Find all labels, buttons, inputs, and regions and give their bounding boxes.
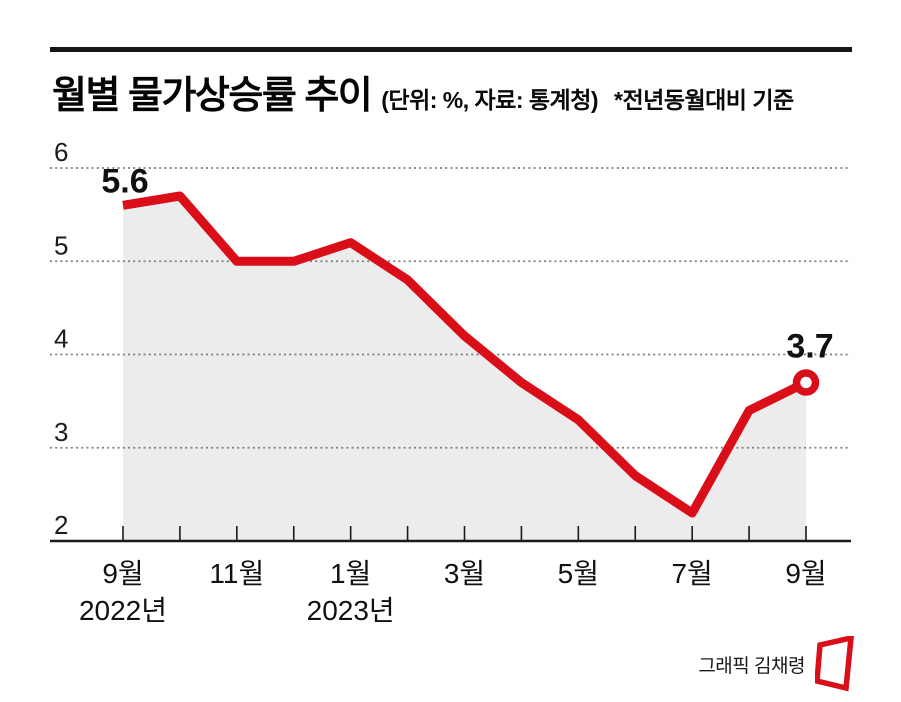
y-axis-label-6: 6 [54, 137, 68, 167]
unit-source-label: (단위: %, 자료: 통계청) [381, 87, 599, 113]
value-label-5.6: 5.6 [101, 162, 148, 200]
value-label-3.7: 3.7 [786, 327, 833, 365]
last-point-marker [792, 369, 820, 396]
credit-text: 그래픽 김채령 [698, 655, 805, 677]
x-axis-label-year: 2023년 [307, 595, 395, 626]
x-axis-label-month: 9월 [102, 558, 143, 589]
y-axis-label-2: 2 [54, 510, 68, 540]
y-axis-label-5: 5 [54, 230, 68, 260]
page-title: 월별 물가상승률 추이 [52, 75, 373, 117]
basis-note-label: *전년동월대비 기준 [614, 87, 794, 113]
footer: 그래픽 김채령 [698, 636, 855, 692]
x-axis-label-month: 9월 [785, 558, 826, 589]
asiae-logo [815, 636, 854, 692]
x-axis-label-month: 5월 [558, 558, 599, 589]
top-rule [50, 47, 852, 52]
data-line [122, 191, 808, 518]
x-axis-label-month: 1월 [330, 558, 371, 589]
x-axis-label-month: 3월 [444, 558, 485, 589]
x-axis-label-month: 11월 [209, 558, 264, 589]
x-axis-label-year: 2022년 [79, 595, 167, 626]
y-axis-label-4: 4 [54, 324, 68, 354]
x-axis-label-month: 7월 [671, 558, 712, 589]
header: 월별 물가상승률 추이 (단위: %, 자료: 통계청) *전년동월대비 기준 [52, 64, 872, 119]
y-axis-label-3: 3 [54, 417, 68, 447]
area-fill [123, 196, 806, 541]
